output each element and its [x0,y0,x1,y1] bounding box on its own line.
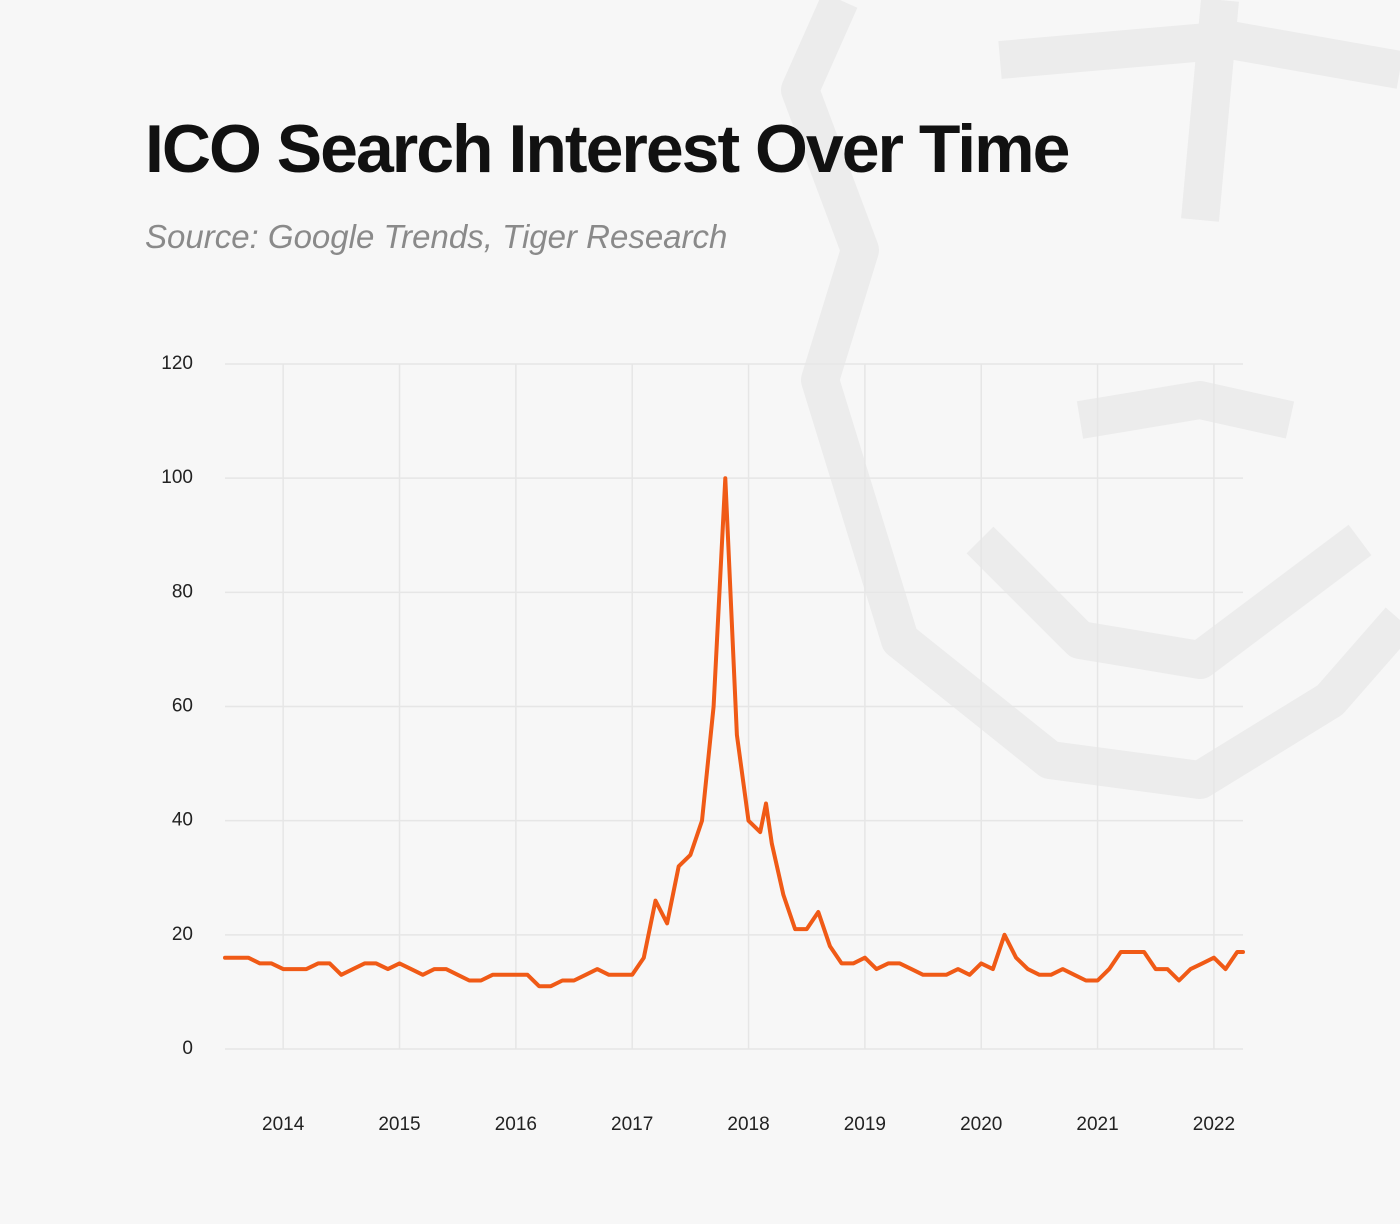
line [223,476,1245,989]
y-tick-label: 60 [172,696,193,717]
y-tick-label: 0 [182,1038,193,1059]
x-tick-label: 2016 [495,1114,537,1135]
x-tick-label: 2019 [844,1114,886,1135]
y-tick-label: 80 [172,581,193,602]
x-tick-label: 2022 [1193,1114,1235,1135]
x-tick-label: 2017 [611,1114,653,1135]
y-tick-label: 100 [161,467,193,488]
y-tick-label: 20 [172,924,193,945]
x-tick-label: 2021 [1076,1114,1118,1135]
chart-subtitle: Source: Google Trends, Tiger Research [145,218,727,255]
x-tick-label: 2014 [262,1114,305,1135]
x-tick-label: 2018 [727,1114,769,1135]
y-tick-label: 40 [172,810,193,831]
y-tick-label: 120 [161,353,193,374]
x-tick-label: 2015 [378,1114,420,1135]
chart-title: ICO Search Interest Over Time [145,111,1069,187]
watermark [781,0,1400,799]
x-tick-label: 2020 [960,1114,1002,1135]
